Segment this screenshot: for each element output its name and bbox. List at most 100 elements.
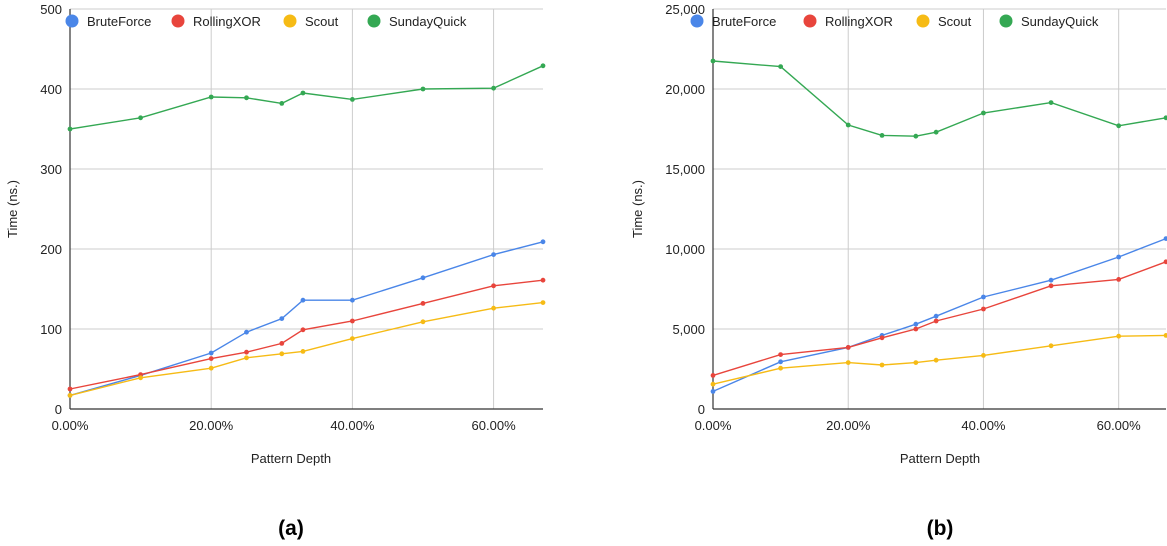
data-point-scout (933, 357, 939, 363)
data-point-scout (244, 355, 249, 361)
legend-label-sundayquick: SundayQuick (1021, 14, 1099, 29)
data-point-rollingxor (1048, 283, 1054, 289)
series-line-sundayquick (712, 60, 1167, 137)
data-point-scout (420, 319, 426, 325)
data-point-sundayquick (420, 86, 426, 92)
y-axis-title: Time (ns.) (630, 180, 645, 238)
data-point-scout (540, 300, 546, 305)
data-point-rollingxor (349, 318, 355, 324)
data-point-scout (1116, 333, 1122, 339)
data-point-sundayquick (1048, 100, 1054, 105)
legend-label-rollingxor: RollingXOR (825, 14, 893, 29)
data-point-scout (349, 336, 355, 341)
legend-label-scout: Scout (305, 14, 339, 29)
data-point-sundayquick (67, 126, 73, 132)
legend-marker-scout (283, 14, 297, 28)
data-point-scout (913, 360, 919, 365)
data-point-rollingxor (208, 356, 214, 361)
data-point-scout (138, 375, 143, 381)
data-point-sundayquick (279, 101, 285, 106)
data-point-rollingxor (913, 326, 919, 332)
data-point-sundayquick (981, 110, 986, 116)
data-point-bruteforce (913, 321, 919, 327)
data-point-scout (1048, 343, 1054, 349)
legend-marker-bruteforce (65, 14, 79, 28)
y-tick-label: 25,000 (665, 2, 705, 17)
data-point-rollingxor (491, 283, 496, 289)
data-point-bruteforce (279, 316, 285, 321)
y-tick-label: 20,000 (665, 82, 705, 97)
data-point-scout (845, 360, 851, 365)
legend-label-scout: Scout (938, 14, 972, 29)
series-line-bruteforce (69, 241, 544, 397)
data-point-sundayquick (208, 94, 214, 100)
data-point-bruteforce (244, 329, 249, 335)
data-point-rollingxor (1163, 259, 1167, 265)
x-tick-label: 60.00% (1097, 418, 1142, 433)
data-point-bruteforce (540, 239, 546, 245)
data-point-bruteforce (491, 252, 496, 257)
legend-marker-rollingxor (803, 14, 817, 28)
data-point-sundayquick (300, 90, 306, 96)
data-point-rollingxor (67, 386, 73, 392)
y-tick-label: 10,000 (665, 242, 705, 257)
y-tick-label: 15,000 (665, 162, 705, 177)
data-point-sundayquick (491, 85, 496, 91)
data-point-rollingxor (540, 277, 546, 283)
y-tick-label: 500 (40, 2, 62, 17)
data-point-rollingxor (300, 327, 306, 333)
x-tick-label: 20.00% (189, 418, 234, 433)
data-point-scout (1163, 333, 1167, 338)
legend-label-bruteforce: BruteForce (712, 14, 776, 29)
data-point-sundayquick (913, 133, 919, 139)
data-point-bruteforce (300, 297, 306, 303)
data-point-sundayquick (540, 63, 546, 69)
series-line-scout (69, 301, 544, 397)
data-point-sundayquick (1116, 123, 1122, 129)
data-point-sundayquick (778, 64, 784, 69)
data-point-sundayquick (845, 122, 851, 128)
y-tick-label: 200 (40, 242, 62, 257)
series-line-rollingxor (69, 279, 544, 390)
data-point-rollingxor (1116, 277, 1122, 282)
data-point-bruteforce (981, 294, 986, 300)
data-point-rollingxor (778, 352, 784, 357)
data-point-rollingxor (879, 335, 885, 341)
data-point-scout (67, 393, 73, 398)
data-point-bruteforce (710, 389, 716, 394)
x-tick-label: 0.00% (52, 418, 89, 433)
data-point-scout (491, 305, 496, 311)
data-point-scout (279, 351, 285, 357)
data-point-rollingxor (244, 349, 249, 355)
legend-marker-scout (916, 14, 930, 28)
y-tick-label: 5,000 (672, 322, 705, 337)
data-point-bruteforce (1116, 254, 1122, 260)
data-point-bruteforce (1048, 277, 1054, 283)
y-tick-label: 300 (40, 162, 62, 177)
chart-panel-a: 0 100 200 300 400 500 0.00% 20.00% 40.00% 60.00% B… (5, 2, 546, 540)
data-point-rollingxor (933, 318, 939, 324)
data-point-sundayquick (244, 95, 249, 101)
x-tick-label: 20.00% (826, 418, 871, 433)
legend-marker-sundayquick (999, 14, 1013, 28)
data-point-rollingxor (981, 306, 986, 312)
legend-marker-rollingxor (171, 14, 185, 28)
data-point-sundayquick (710, 58, 716, 64)
y-tick-label: 0 (698, 402, 705, 417)
data-point-rollingxor (845, 345, 851, 350)
x-axis-title: Pattern Depth (900, 451, 980, 466)
x-tick-label: 40.00% (330, 418, 375, 433)
chart-panel-b: 0 5,000 10,000 15,000 20,000 25,000 0.00% 20.00… (630, 2, 1167, 540)
data-point-bruteforce (778, 359, 784, 365)
y-tick-label: 0 (55, 402, 62, 417)
legend-label-rollingxor: RollingXOR (193, 14, 261, 29)
data-point-bruteforce (1163, 236, 1167, 241)
legend-marker-bruteforce (690, 14, 704, 28)
x-tick-label: 40.00% (961, 418, 1006, 433)
legend-label-bruteforce: BruteForce (87, 14, 151, 29)
panel-label: (a) (278, 517, 304, 540)
data-point-sundayquick (1163, 115, 1167, 121)
y-axis-title: Time (ns.) (5, 180, 20, 238)
